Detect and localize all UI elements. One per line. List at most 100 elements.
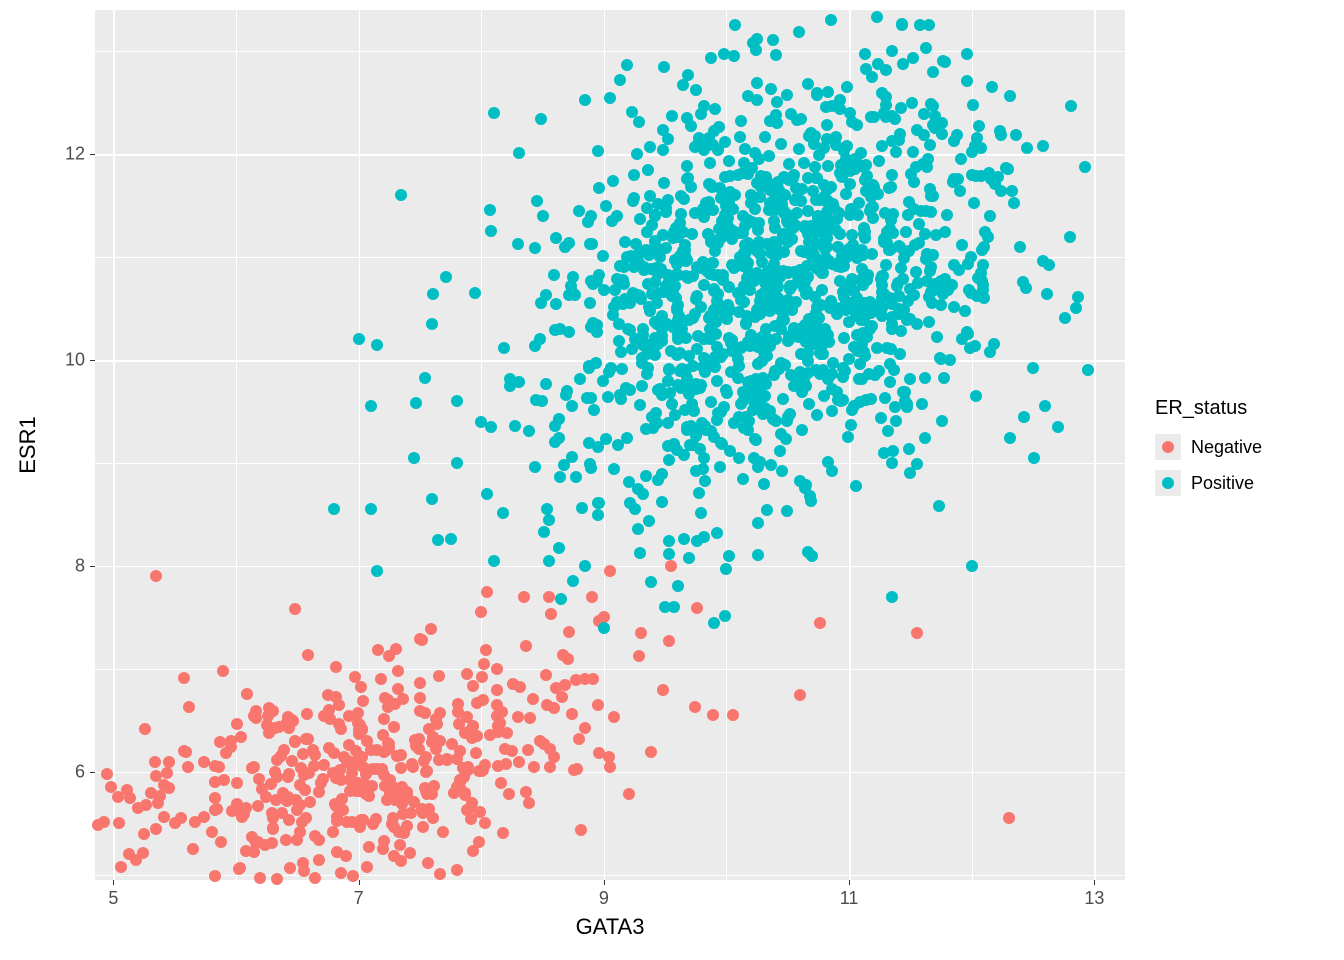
data-point <box>633 650 645 662</box>
data-point <box>995 129 1007 141</box>
data-point <box>788 322 800 334</box>
data-point <box>956 239 968 251</box>
data-point <box>666 398 678 410</box>
data-point <box>214 736 226 748</box>
data-point <box>178 745 190 757</box>
data-point <box>689 701 701 713</box>
data-point <box>587 317 599 329</box>
data-point <box>328 747 340 759</box>
data-point <box>215 836 227 848</box>
data-point <box>417 807 429 819</box>
data-point <box>773 201 785 213</box>
data-point <box>187 843 199 855</box>
data-point <box>132 802 144 814</box>
data-point <box>573 733 585 745</box>
data-point <box>384 774 396 786</box>
data-point <box>1018 411 1030 423</box>
data-point <box>371 339 383 351</box>
data-point <box>1006 185 1018 197</box>
data-point <box>420 785 432 797</box>
data-point <box>879 392 891 404</box>
data-point <box>786 297 798 309</box>
data-point <box>235 731 247 743</box>
data-point <box>233 863 245 875</box>
data-point <box>495 777 507 789</box>
data-point <box>794 366 806 378</box>
data-point <box>289 735 301 747</box>
data-point <box>652 338 664 350</box>
data-point <box>583 362 595 374</box>
data-point <box>691 602 703 614</box>
data-point <box>309 830 321 842</box>
data-point <box>574 373 586 385</box>
data-point <box>269 766 281 778</box>
data-point <box>794 689 806 701</box>
data-point <box>738 422 750 434</box>
data-point <box>1052 421 1064 433</box>
data-point <box>437 826 449 838</box>
x-axis-title: GATA3 <box>576 914 645 940</box>
data-point <box>427 288 439 300</box>
x-tick <box>604 880 605 885</box>
data-point <box>614 389 626 401</box>
data-point <box>631 148 643 160</box>
data-point <box>430 743 442 755</box>
data-point <box>971 132 983 144</box>
data-point <box>189 816 201 828</box>
data-point <box>890 415 902 427</box>
data-point <box>426 493 438 505</box>
data-point <box>634 399 646 411</box>
data-point <box>777 393 789 405</box>
data-point <box>742 237 754 249</box>
data-point <box>270 794 282 806</box>
data-point <box>735 398 747 410</box>
data-point <box>333 699 345 711</box>
data-point <box>651 318 663 330</box>
data-point <box>618 278 630 290</box>
data-point <box>150 570 162 582</box>
data-point <box>259 839 271 851</box>
data-point <box>593 182 605 194</box>
data-point <box>414 705 426 717</box>
data-point <box>669 254 681 266</box>
data-point <box>501 727 513 739</box>
x-tick-label: 11 <box>840 888 859 909</box>
data-point <box>733 227 745 239</box>
data-point <box>754 308 766 320</box>
data-point <box>838 332 850 344</box>
data-point <box>643 515 655 527</box>
data-point <box>658 286 670 298</box>
data-point <box>967 99 979 111</box>
data-point <box>588 404 600 416</box>
data-point <box>930 229 942 241</box>
data-point <box>529 242 541 254</box>
data-point <box>747 37 759 49</box>
data-point <box>418 755 430 767</box>
data-point <box>711 341 723 353</box>
data-point <box>821 133 833 145</box>
data-point <box>475 416 487 428</box>
data-point <box>910 266 922 278</box>
data-point <box>1037 140 1049 152</box>
data-point <box>769 365 781 377</box>
data-point <box>1037 255 1049 267</box>
data-point <box>682 172 694 184</box>
data-point <box>92 819 104 831</box>
data-point <box>693 487 705 499</box>
gridline-major <box>1094 10 1096 880</box>
data-point <box>518 591 530 603</box>
data-point <box>1064 231 1076 243</box>
y-tick-label: 10 <box>65 350 85 371</box>
data-point <box>834 228 846 240</box>
data-point <box>679 244 691 256</box>
x-tick-label: 13 <box>1084 888 1104 909</box>
data-point <box>241 688 253 700</box>
legend-item: Negative <box>1155 434 1262 460</box>
data-point <box>313 854 325 866</box>
data-point <box>723 550 735 562</box>
data-point <box>440 271 452 283</box>
data-point <box>727 203 739 215</box>
data-point <box>850 480 862 492</box>
data-point <box>775 138 787 150</box>
data-point <box>309 749 321 761</box>
